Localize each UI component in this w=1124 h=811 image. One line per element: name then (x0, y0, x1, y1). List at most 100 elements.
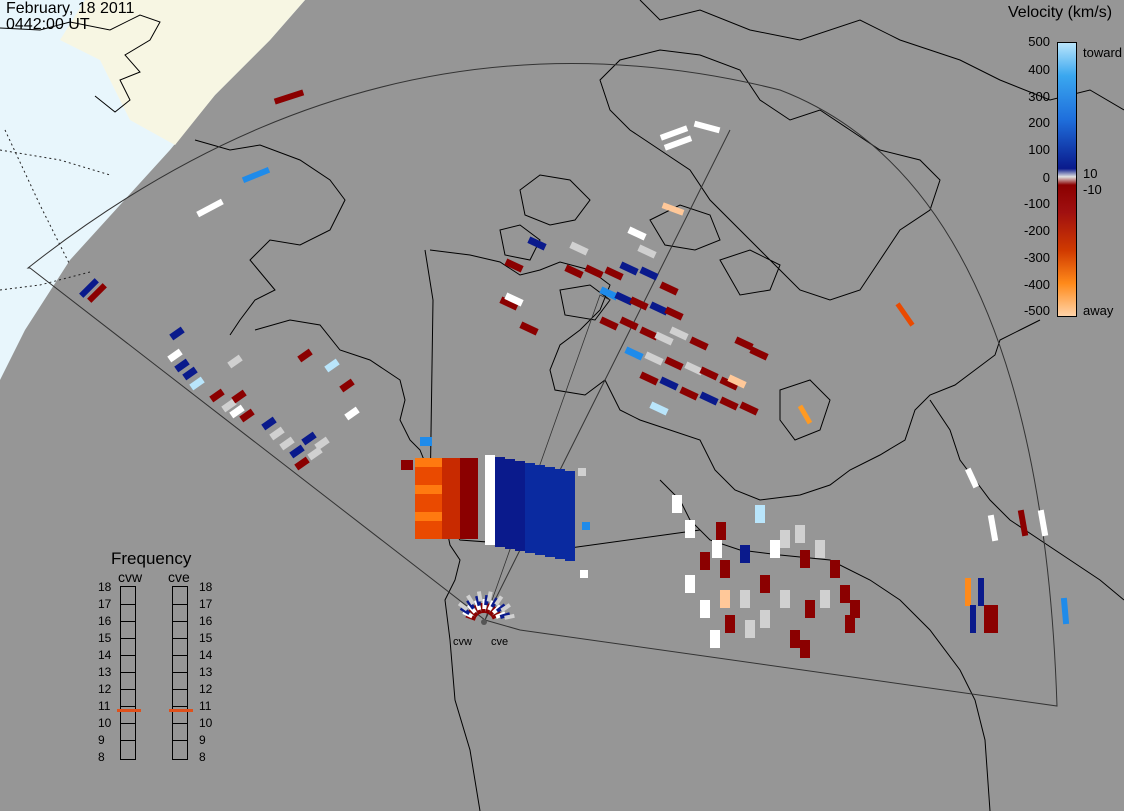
scatter-cell (231, 389, 247, 404)
scatter-cell (569, 241, 589, 256)
scatter-cell (664, 356, 684, 371)
scatter-cell (815, 540, 825, 558)
scatter-cell (525, 473, 535, 483)
toward-label: toward (1083, 45, 1123, 60)
scatter-cell (466, 594, 475, 606)
scatter-cell (485, 455, 495, 465)
scatter-cell (505, 459, 515, 469)
scatter-cell (699, 391, 719, 406)
scatter-cell (639, 371, 659, 386)
scatter-cell (555, 479, 565, 489)
scatter-cell (415, 521, 424, 530)
scatter-cell (565, 501, 575, 511)
scatter-cell (196, 198, 224, 218)
scatter-cell (654, 331, 674, 346)
scatter-cell (545, 537, 555, 547)
scatter-cell (415, 494, 424, 503)
scatter-cell (672, 495, 682, 513)
frequency-tick: 13 (98, 665, 112, 679)
scatter-cell (469, 512, 478, 521)
scatter-cell (770, 540, 780, 558)
scatter-cell (555, 469, 565, 479)
frequency-tick: 13 (199, 665, 213, 679)
scatter-cells (79, 89, 1070, 658)
scatter-cell (294, 456, 310, 471)
scatter-cell (442, 485, 451, 494)
frequency-tick: 12 (98, 682, 112, 696)
scatter-cell (442, 467, 451, 476)
scatter-cell (301, 431, 317, 446)
scatter-cell (420, 437, 432, 446)
scatter-cell (307, 446, 323, 461)
scatter-cell (525, 513, 535, 523)
scatter-cell (460, 521, 469, 530)
scatter-cell (344, 406, 360, 421)
scatter-cell (700, 600, 710, 618)
scatter-cell (495, 507, 505, 517)
scatter-cell (580, 570, 588, 578)
velocity-tick: -100 (1023, 196, 1050, 211)
scatter-cell (273, 89, 305, 105)
scatter-cell (565, 471, 575, 481)
scatter-cell (965, 467, 979, 489)
velocity-tick: 100 (1028, 142, 1050, 157)
scatter-cell (505, 519, 515, 529)
scatter-cell (189, 376, 205, 391)
scatter-cell (525, 543, 535, 553)
frequency-indicator (169, 709, 193, 713)
scatter-cell (485, 485, 495, 495)
scatter-cell (485, 465, 495, 475)
scatter-cell (565, 511, 575, 521)
scatter-cell (460, 503, 469, 512)
scatter-cell (555, 519, 565, 529)
velocity-tick: 400 (1028, 62, 1050, 77)
scatter-cell (442, 458, 451, 467)
scatter-cell (515, 541, 525, 551)
velocity-tick: 10 (1083, 166, 1098, 181)
scatter-cell (740, 590, 750, 608)
scatter-cell (269, 426, 285, 441)
twilight-region (60, 0, 305, 145)
scatter-cell (525, 523, 535, 533)
date-label: February, 18 2011 (6, 0, 135, 17)
frequency-tick: 16 (199, 614, 213, 628)
scatter-cell (649, 401, 669, 416)
scatter-cell (460, 512, 469, 521)
frequency-tick: 17 (98, 597, 112, 611)
velocity-tick: -10 (1083, 182, 1102, 197)
scatter-cell (840, 585, 850, 603)
scatter-cell (289, 444, 305, 459)
scatter-cell (740, 545, 750, 563)
scatter-cell (415, 467, 424, 476)
scatter-cell (780, 530, 790, 548)
velocity-tick: 200 (1028, 115, 1050, 130)
scatter-cell (239, 408, 255, 423)
scatter-cell (760, 575, 770, 593)
scatter-cell (525, 463, 535, 473)
scatter-cell (619, 316, 639, 331)
scatter-cell (485, 495, 495, 505)
scatter-cell (495, 517, 505, 527)
scatter-cell (169, 326, 185, 341)
scatter-cell (261, 416, 277, 431)
scatter-cell (494, 595, 504, 606)
scatter-cell (476, 591, 483, 602)
scatter-cell (1017, 509, 1029, 537)
scatter-cell (693, 120, 721, 134)
scatter-cell (639, 326, 659, 341)
scatter-cell (535, 465, 545, 475)
scatter-cell (485, 525, 495, 535)
scatter-cell (984, 605, 998, 633)
scatter-cell (433, 503, 442, 512)
scatter-cell (830, 560, 840, 578)
scatter-cell (685, 520, 695, 538)
scatter-cell (451, 503, 460, 512)
scatter-cell (515, 491, 525, 501)
scatter-cell (739, 401, 759, 416)
scatter-cell (451, 494, 460, 503)
site-label-cvw: cvw (453, 636, 472, 648)
scatter-cell (495, 603, 507, 613)
scatter-cell (500, 603, 511, 613)
scatter-cell (519, 321, 539, 336)
